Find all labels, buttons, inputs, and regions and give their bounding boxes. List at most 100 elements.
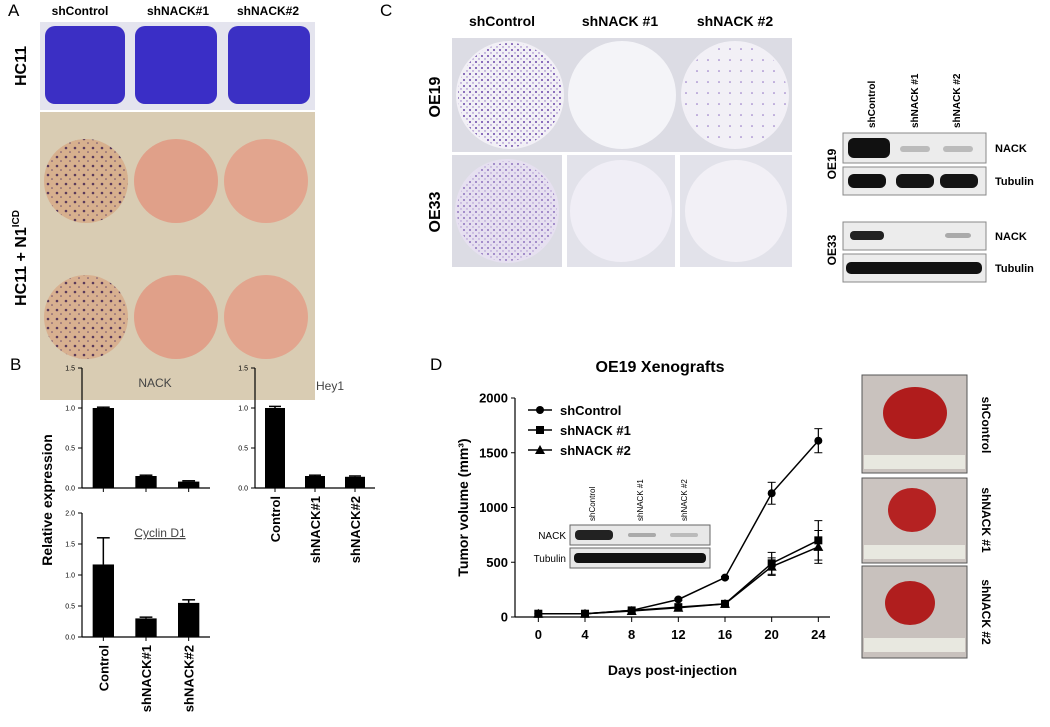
x-tick-label: 16 — [718, 627, 732, 642]
y-axis-label: Relative expression — [39, 434, 55, 566]
band-label: Tubulin — [995, 263, 1034, 275]
panel-label: C — [380, 1, 392, 20]
marker — [813, 541, 824, 551]
blot-group: OE33 — [825, 234, 839, 265]
row-label: HC11 — [13, 46, 30, 86]
panel-label: D — [430, 355, 442, 374]
bar — [135, 476, 157, 488]
bar — [92, 408, 114, 488]
x-tick-label: Control — [96, 645, 111, 691]
x-axis-label: Days post-injection — [608, 662, 737, 678]
y-tick-label: 0.5 — [65, 445, 75, 452]
column-label: shNACK#1 — [147, 4, 209, 18]
band-label: Tubulin — [995, 176, 1034, 188]
charts: 0.0 0.5 1.0 1.5 NACK 0.0 0.5 1.0 1.5 Control shNAC… — [65, 359, 830, 712]
western-blot — [842, 132, 987, 283]
legend-label: shNACK #1 — [560, 423, 631, 438]
y-tick-label: 1500 — [479, 445, 508, 460]
blot-column: shNACK #2 — [952, 73, 963, 128]
column-label: shNACK #1 — [582, 13, 658, 29]
bar — [178, 481, 200, 488]
y-tick-label: 500 — [486, 555, 508, 570]
legend-label: shNACK #2 — [560, 443, 631, 458]
legend-marker — [536, 406, 544, 414]
y-tick-label: 1000 — [479, 500, 508, 515]
row-label-text: HC11 + N1 — [13, 227, 30, 306]
marker — [673, 602, 684, 612]
bar — [135, 618, 157, 637]
marker — [766, 561, 777, 571]
blot-column: shControl — [867, 81, 878, 128]
column-label: shControl — [52, 4, 109, 18]
legend-label: shControl — [560, 403, 621, 418]
x-tick-label: shNACK#2 — [348, 496, 363, 563]
column-label: shControl — [469, 13, 535, 29]
chart-title: Cyclin D1 — [134, 526, 186, 540]
plate-image — [40, 22, 315, 400]
y-tick-label: 1.5 — [65, 365, 75, 372]
photo-label: shControl — [979, 397, 993, 454]
legend-marker — [535, 445, 545, 454]
row-label: OE19 — [427, 76, 444, 117]
x-tick-label: 4 — [581, 627, 589, 642]
row-label: OE33 — [427, 191, 444, 232]
chart-title: OE19 Xenografts — [596, 359, 725, 376]
x-tick-label: Control — [268, 496, 283, 542]
y-tick-label: 0.0 — [65, 485, 75, 492]
bar — [92, 564, 114, 637]
row-label-sup: ICD — [11, 210, 22, 227]
bar — [178, 602, 200, 637]
band-label: NACK — [995, 231, 1027, 243]
column-label: shNACK#2 — [237, 4, 299, 18]
marker — [767, 489, 776, 498]
y-tick-label: 1.0 — [238, 405, 248, 412]
marker — [533, 608, 544, 618]
y-tick-label: 2000 — [479, 391, 508, 406]
row-label: HC11 + N1ICD — [11, 210, 30, 306]
plate-image — [452, 38, 792, 267]
marker — [674, 595, 683, 604]
marker — [580, 608, 590, 618]
x-tick-label: 12 — [671, 627, 685, 642]
x-tick-label: 0 — [535, 627, 542, 642]
x-tick-label: 8 — [628, 627, 635, 642]
y-tick-label: 0 — [501, 610, 508, 625]
column-label: shNACK #2 — [697, 13, 773, 29]
legend-marker — [536, 426, 544, 434]
inset-band: Tubulin — [534, 554, 566, 565]
panel-label: B — [10, 355, 21, 374]
band-label: NACK — [995, 143, 1027, 155]
marker — [720, 598, 730, 608]
y-tick-label: 1.5 — [65, 541, 75, 548]
y-tick-label: 0.5 — [65, 603, 75, 610]
marker — [814, 436, 823, 445]
panel-label: A — [8, 1, 20, 20]
x-tick-label: shNACK#1 — [139, 645, 154, 712]
x-tick-label: 20 — [764, 627, 778, 642]
marker — [721, 573, 729, 582]
y-tick-label: 1.5 — [238, 365, 248, 372]
y-tick-label: 0.5 — [238, 445, 248, 452]
x-tick-label: shNACK#2 — [182, 645, 197, 712]
photo-label: shNACK #1 — [979, 487, 993, 553]
y-axis-label: Tumor volume (mm³) — [455, 438, 471, 576]
x-tick-label: shNACK#1 — [308, 496, 323, 563]
inset-column: shNACK #1 — [636, 479, 645, 521]
y-tick-label: 0.0 — [238, 485, 248, 492]
blot-column: shNACK #1 — [910, 73, 921, 128]
bar — [265, 408, 285, 488]
marker — [626, 605, 637, 615]
inset-band: NACK — [538, 531, 566, 542]
inset-column: shControl — [588, 487, 597, 521]
chart-title: NACK — [138, 376, 171, 390]
photo-label: shNACK #2 — [979, 579, 993, 645]
inset-column: shNACK #2 — [680, 479, 689, 521]
y-tick-label: 1.0 — [65, 572, 75, 579]
y-tick-label: 1.0 — [65, 405, 75, 412]
inset-blot — [569, 524, 711, 569]
x-tick-label: 24 — [811, 627, 826, 642]
bar — [345, 476, 365, 488]
blot-group: OE19 — [825, 148, 839, 179]
chart-title: Hey1 — [316, 379, 344, 393]
